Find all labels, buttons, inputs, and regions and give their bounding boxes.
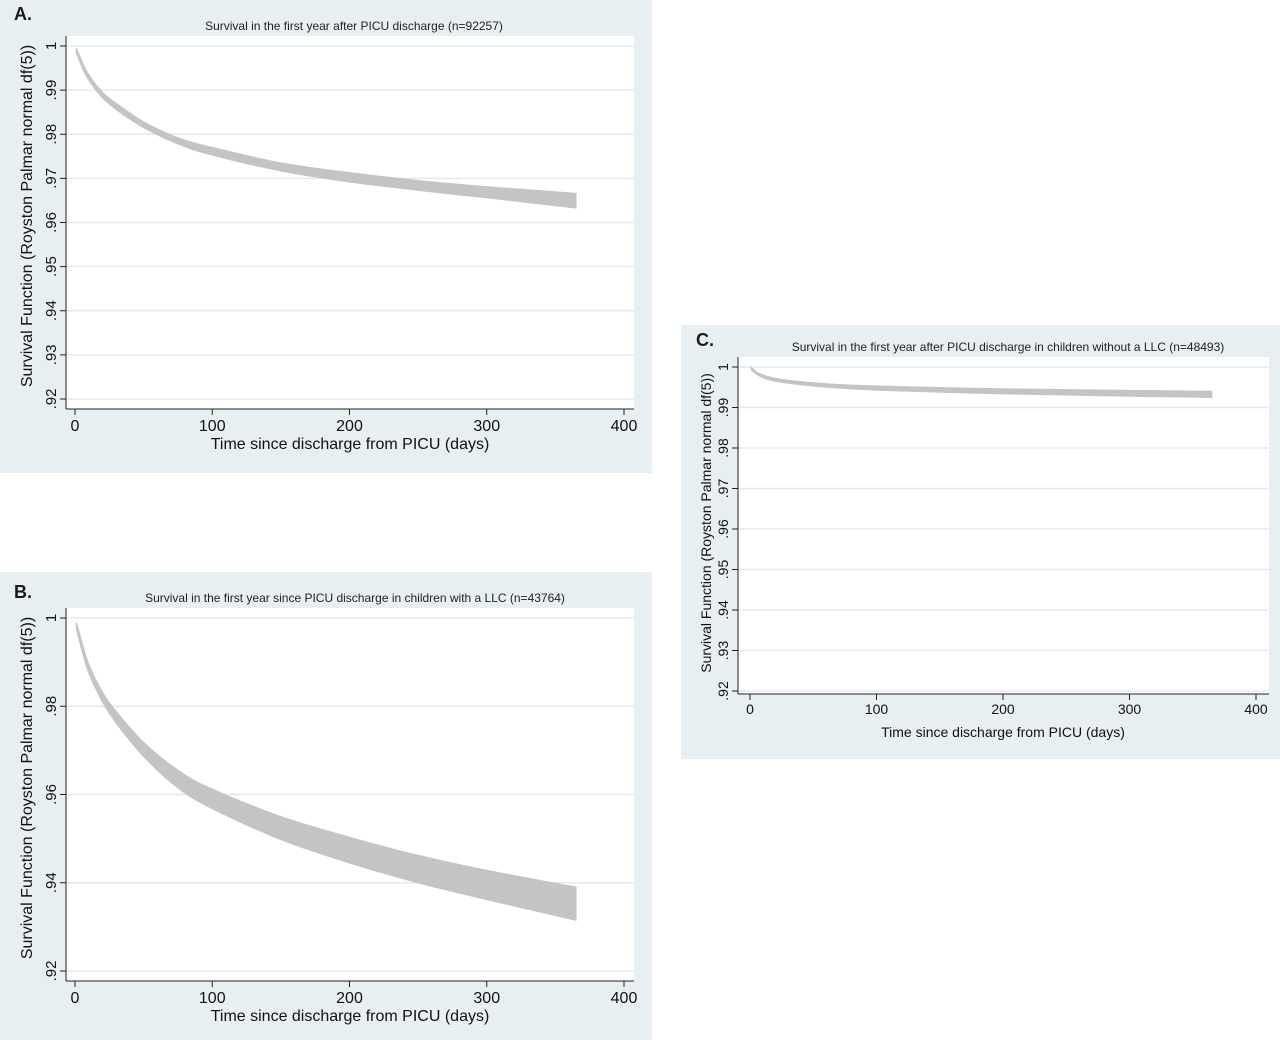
y-tick-label: .94 bbox=[715, 600, 731, 620]
panel-letter-c: C. bbox=[696, 330, 714, 350]
y-axis-label: Survival Function (Royston Palmar normal… bbox=[19, 617, 36, 959]
x-tick-label: 0 bbox=[71, 990, 80, 1007]
x-tick-label: 200 bbox=[991, 701, 1015, 717]
x-tick-label: 300 bbox=[473, 990, 500, 1007]
chart-title: Survival in the first year after PICU di… bbox=[205, 19, 503, 33]
y-tick-label: .95 bbox=[715, 560, 731, 580]
y-tick-label: .94 bbox=[43, 872, 60, 893]
y-tick-label: 1 bbox=[43, 614, 60, 622]
panel-letter-b: B. bbox=[14, 582, 32, 602]
survival-confidence-band bbox=[75, 47, 577, 209]
y-tick-label: .96 bbox=[43, 784, 60, 805]
x-axis-label: Time since discharge from PICU (days) bbox=[211, 436, 490, 453]
y-axis-label: Survival Function (Royston Palmar normal… bbox=[19, 45, 36, 387]
x-tick-label: 400 bbox=[611, 418, 638, 435]
panel-a: A. .92 .93 .94 .95 .96 .97 .98 .99 1 0 100 200 300 40… bbox=[0, 0, 652, 473]
y-tick-label: .99 bbox=[715, 398, 731, 418]
x-axis-label: Time since discharge from PICU (days) bbox=[211, 1008, 490, 1025]
x-tick-label: 400 bbox=[1244, 701, 1268, 717]
panel-b: B. .92 .94 .96 .98 1 0 100 200 300 400 Survival i… bbox=[0, 572, 652, 1040]
panel-letter-a: A. bbox=[14, 4, 32, 24]
y-axis-label: Survival Function (Royston Palmar normal… bbox=[698, 373, 714, 673]
x-tick-label: 300 bbox=[1118, 701, 1142, 717]
y-tick-label: .98 bbox=[43, 696, 60, 717]
x-tick-label: 0 bbox=[71, 418, 80, 435]
x-tick-label: 200 bbox=[336, 418, 363, 435]
panel-c: C. .92 .93 .94 .95 .96 .97 .98 .99 1 0 100 200 300 40… bbox=[681, 325, 1280, 759]
x-tick-label: 400 bbox=[611, 990, 638, 1007]
y-tick-label: .98 bbox=[43, 124, 60, 145]
y-tick-label: .93 bbox=[715, 641, 731, 661]
y-tick-label: .96 bbox=[715, 519, 731, 539]
y-tick-label: .92 bbox=[43, 389, 60, 410]
y-tick-label: .98 bbox=[715, 438, 731, 458]
chart-a: .92 .93 .94 .95 .96 .97 .98 .99 1 0 100 200 300 400 S… bbox=[19, 19, 638, 453]
plot-area bbox=[738, 357, 1269, 694]
y-tick-label: .97 bbox=[43, 168, 60, 189]
x-tick-label: 200 bbox=[336, 990, 363, 1007]
y-tick-label: .97 bbox=[715, 479, 731, 499]
chart-title: Survival in the first year after PICU di… bbox=[792, 340, 1225, 354]
x-tick-label: 100 bbox=[199, 418, 226, 435]
y-tick-label: .92 bbox=[715, 681, 731, 701]
y-tick-label: .96 bbox=[43, 212, 60, 233]
survival-confidence-band bbox=[75, 622, 577, 922]
chart-c: .92 .93 .94 .95 .96 .97 .98 .99 1 0 100 200 300 400 S… bbox=[698, 340, 1269, 740]
survival-confidence-band bbox=[750, 366, 1213, 398]
x-tick-label: 100 bbox=[865, 701, 889, 717]
y-tick-label: .94 bbox=[43, 300, 60, 321]
y-tick-label: 1 bbox=[715, 363, 731, 371]
chart-title: Survival in the first year since PICU di… bbox=[145, 591, 565, 605]
x-tick-label: 0 bbox=[746, 701, 754, 717]
y-tick-label: .99 bbox=[43, 80, 60, 101]
y-tick-label: 1 bbox=[43, 42, 60, 50]
chart-b: .92 .94 .96 .98 1 0 100 200 300 400 Survival in t… bbox=[19, 591, 638, 1025]
x-tick-label: 300 bbox=[473, 418, 500, 435]
x-axis-label: Time since discharge from PICU (days) bbox=[881, 724, 1125, 740]
y-tick-label: .92 bbox=[43, 961, 60, 982]
x-tick-label: 100 bbox=[199, 990, 226, 1007]
y-tick-label: .93 bbox=[43, 344, 60, 365]
y-tick-label: .95 bbox=[43, 256, 60, 277]
